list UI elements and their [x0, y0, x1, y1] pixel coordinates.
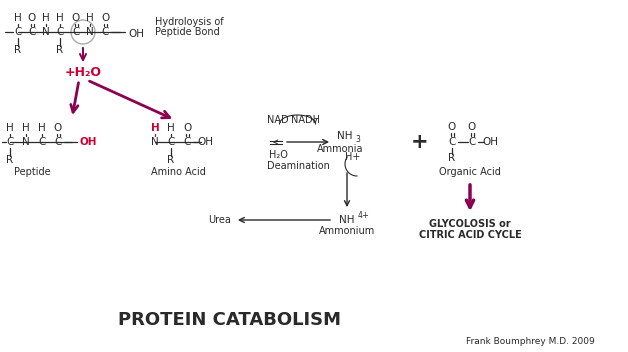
Text: PROTEIN CATABOLISM: PROTEIN CATABOLISM — [119, 311, 342, 329]
Text: H: H — [151, 123, 160, 133]
Text: 3: 3 — [355, 134, 360, 144]
Text: N: N — [151, 137, 159, 147]
Text: O: O — [28, 13, 36, 23]
Text: NH: NH — [337, 131, 353, 141]
Text: NAD: NAD — [267, 115, 289, 125]
Text: C: C — [448, 137, 456, 147]
Text: NH: NH — [339, 215, 355, 225]
Text: +: + — [411, 132, 429, 152]
Text: O: O — [54, 123, 62, 133]
Text: R: R — [168, 155, 175, 165]
Text: Deamination: Deamination — [266, 161, 330, 171]
Text: H: H — [86, 13, 94, 23]
Text: C: C — [14, 27, 22, 37]
Text: N: N — [86, 27, 94, 37]
Text: C: C — [28, 27, 36, 37]
Text: +: + — [362, 212, 369, 220]
Text: O: O — [448, 122, 456, 132]
Text: OH: OH — [482, 137, 498, 147]
Text: Frank Boumphrey M.D. 2009: Frank Boumphrey M.D. 2009 — [465, 338, 594, 346]
Text: O: O — [72, 13, 80, 23]
Text: Ammonia: Ammonia — [317, 144, 363, 154]
Text: O: O — [183, 123, 191, 133]
Text: H: H — [38, 123, 46, 133]
Text: R: R — [14, 45, 21, 55]
Text: C: C — [6, 137, 14, 147]
Text: OH: OH — [128, 29, 144, 39]
Text: C: C — [101, 27, 109, 37]
Text: H₂O: H₂O — [269, 150, 288, 160]
Text: O: O — [468, 122, 476, 132]
Text: Ammonium: Ammonium — [319, 226, 375, 236]
Text: H: H — [167, 123, 175, 133]
Text: Peptide: Peptide — [14, 167, 50, 177]
Text: H: H — [22, 123, 30, 133]
Text: R: R — [448, 153, 455, 163]
Text: Urea: Urea — [208, 215, 232, 225]
Text: H: H — [14, 13, 22, 23]
Text: C: C — [38, 137, 46, 147]
Text: CITRIC ACID CYCLE: CITRIC ACID CYCLE — [419, 230, 521, 240]
Text: Peptide Bond: Peptide Bond — [155, 27, 220, 37]
Text: H: H — [42, 13, 50, 23]
Text: NADH: NADH — [291, 115, 320, 125]
Text: O: O — [101, 13, 109, 23]
Text: R: R — [57, 45, 63, 55]
Text: Hydroloysis of: Hydroloysis of — [155, 17, 224, 27]
Text: Organic Acid: Organic Acid — [439, 167, 501, 177]
Text: N: N — [42, 27, 50, 37]
Text: C: C — [468, 137, 475, 147]
Text: C: C — [72, 27, 80, 37]
Text: H+: H+ — [345, 152, 360, 162]
Text: 4: 4 — [357, 212, 362, 220]
Text: H: H — [56, 13, 64, 23]
Text: Amino Acid: Amino Acid — [151, 167, 205, 177]
Text: C: C — [167, 137, 175, 147]
Text: C: C — [54, 137, 62, 147]
Text: OH: OH — [197, 137, 213, 147]
Text: C: C — [183, 137, 191, 147]
Text: H: H — [6, 123, 14, 133]
Text: R: R — [6, 155, 14, 165]
Text: GLYCOLOSIS or: GLYCOLOSIS or — [429, 219, 511, 229]
Text: N: N — [22, 137, 30, 147]
Text: +H₂O: +H₂O — [65, 67, 102, 80]
Text: OH: OH — [80, 137, 97, 147]
Text: C: C — [57, 27, 63, 37]
